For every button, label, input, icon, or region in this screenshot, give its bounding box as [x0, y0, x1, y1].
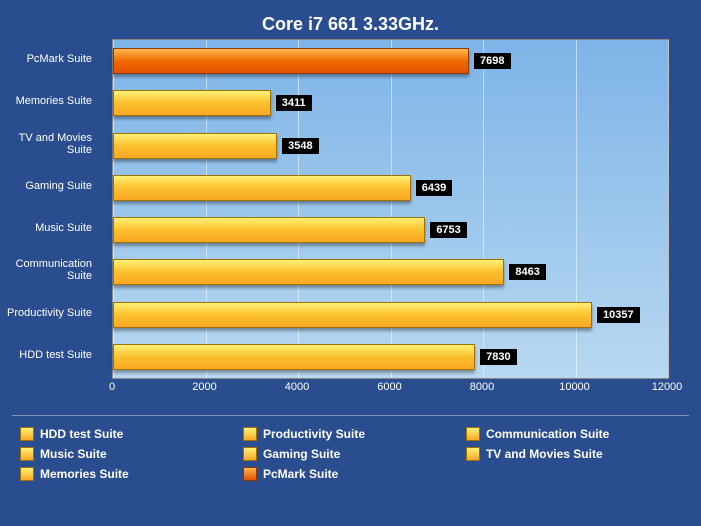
gridline [668, 40, 669, 378]
y-axis-category-label: Productivity Suite [0, 307, 92, 319]
legend-item: PcMark Suite [239, 464, 462, 484]
legend-item: Productivity Suite [239, 424, 462, 444]
x-axis-tick-label: 2000 [192, 381, 216, 393]
legend-swatch [243, 467, 257, 481]
x-axis-tick-label: 0 [109, 381, 115, 393]
bar-value-label: 6753 [430, 222, 466, 238]
legend-swatch [466, 447, 480, 461]
x-axis-tick-label: 12000 [652, 381, 683, 393]
y-axis-category-label: Memories Suite [0, 95, 92, 107]
bar-value-label: 6439 [416, 180, 452, 196]
y-axis-category-label: Music Suite [0, 222, 92, 234]
x-axis-tick-label: 10000 [559, 381, 590, 393]
legend-item: Gaming Suite [239, 444, 462, 464]
legend-item: Music Suite [16, 444, 239, 464]
legend-label: Productivity Suite [263, 427, 365, 441]
legend-swatch [20, 467, 34, 481]
bar-value-label: 3548 [282, 138, 318, 154]
bar: 3548 [113, 133, 277, 159]
legend-item: Memories Suite [16, 464, 239, 484]
chart-container: Core i7 661 3.33GHz. PcMark Suite Memorie… [0, 0, 701, 526]
legend-label: Gaming Suite [263, 447, 340, 461]
plot-area: 7698 3411 3548 6439 6753 8463 10357 7830 [112, 39, 669, 379]
legend-swatch [243, 427, 257, 441]
bar: 7830 [113, 344, 475, 370]
bar-value-label: 3411 [276, 95, 312, 111]
bar: 6439 [113, 175, 411, 201]
bar: 3411 [113, 90, 271, 116]
y-axis-category-label: Gaming Suite [0, 180, 92, 192]
legend-label: HDD test Suite [40, 427, 123, 441]
bar: 8463 [113, 259, 504, 285]
x-axis-tick-label: 4000 [285, 381, 309, 393]
legend-label: TV and Movies Suite [486, 447, 603, 461]
legend-label: Communication Suite [486, 427, 609, 441]
x-axis-tick-label: 6000 [377, 381, 401, 393]
y-axis-labels: PcMark Suite Memories Suite TV and Movies … [0, 38, 96, 378]
y-axis-category-label: HDD test Suite [0, 349, 92, 361]
bar: 10357 [113, 302, 592, 328]
y-axis-category-label: PcMark Suite [0, 53, 92, 65]
legend-label: Memories Suite [40, 467, 129, 481]
legend-item: TV and Movies Suite [462, 444, 685, 464]
legend-swatch [243, 447, 257, 461]
x-axis-tick-label: 8000 [470, 381, 494, 393]
chart-title: Core i7 661 3.33GHz. [12, 8, 689, 39]
y-axis-category-label: Communication Suite [0, 258, 92, 282]
legend-label: Music Suite [40, 447, 107, 461]
bar-value-label: 7830 [480, 349, 516, 365]
legend-swatch [20, 447, 34, 461]
legend-item: Communication Suite [462, 424, 685, 444]
legend: HDD test Suite Productivity Suite Communic… [12, 415, 689, 484]
legend-swatch [20, 427, 34, 441]
x-axis-labels: 020004000600080001000012000 [112, 379, 669, 397]
legend-label: PcMark Suite [263, 467, 338, 481]
y-axis-category-label: TV and Movies Suite [0, 132, 92, 156]
bar-value-label: 7698 [474, 53, 510, 69]
bar: 7698 [113, 48, 469, 74]
legend-item: HDD test Suite [16, 424, 239, 444]
bar-value-label: 10357 [597, 307, 640, 323]
bar-value-label: 8463 [509, 264, 545, 280]
legend-swatch [466, 427, 480, 441]
bar: 6753 [113, 217, 425, 243]
